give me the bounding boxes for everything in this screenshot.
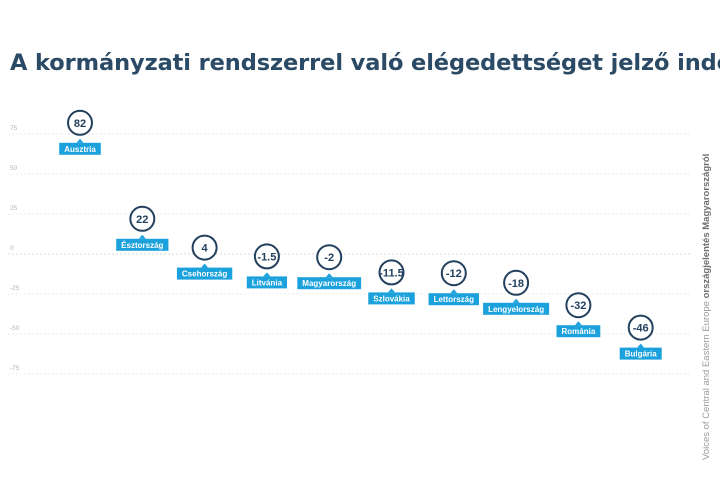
source-title: országjelentés Magyarországról	[701, 154, 712, 299]
point-marker	[565, 292, 592, 319]
category-label: Litvánia	[252, 278, 283, 287]
category-label-bg	[116, 238, 169, 251]
label-pointer	[263, 272, 271, 277]
value-label: -11.5	[379, 267, 403, 279]
y-tick-label: -75	[10, 365, 20, 372]
chart-title: A kormányzati rendszerrel való elégedett…	[10, 50, 720, 76]
data-point: -11.5 Szlovákia	[368, 259, 415, 305]
y-tick-label: -50	[10, 325, 20, 332]
y-tick-label: 0	[10, 245, 14, 252]
source-note: Voices of Central and Eastern Europe ors…	[701, 154, 712, 460]
category-label: Csehország	[182, 270, 227, 279]
data-point: -1.5 Litvánia	[246, 243, 288, 289]
category-label: Észtország	[121, 241, 163, 250]
category-label-bg	[483, 302, 550, 315]
point-marker	[440, 260, 467, 287]
point-marker	[191, 234, 218, 261]
category-label-bg	[246, 276, 288, 289]
point-marker	[503, 269, 530, 296]
value-label: -2	[324, 252, 334, 264]
chart-plot: 75 50 25 0 -25 -50 -75 82 Ausztria 22 Észtország 4…	[8, 109, 690, 375]
point-marker	[627, 314, 654, 341]
y-tick-label: 75	[10, 125, 18, 132]
data-point: 22 Észtország	[116, 205, 169, 251]
y-axis-ticks: 75 50 25 0 -25 -50 -75	[10, 125, 20, 372]
data-points: 82 Ausztria 22 Észtország 4 Csehország -1.5 Lit…	[59, 109, 662, 360]
value-label: -12	[446, 268, 462, 280]
y-tick-label: 50	[10, 165, 18, 172]
category-label-bg	[176, 267, 233, 280]
data-point: -46 Bulgária	[619, 314, 662, 360]
category-label: Lettország	[434, 295, 475, 304]
category-label: Ausztria	[64, 145, 96, 154]
grid-lines	[8, 133, 690, 375]
value-label: -18	[508, 278, 524, 290]
data-point: 82 Ausztria	[59, 109, 101, 155]
value-label: 4	[202, 243, 209, 255]
category-label-bg	[297, 277, 362, 290]
category-label-bg	[368, 292, 415, 305]
data-point: -18 Lengyelország	[483, 269, 550, 315]
value-label: -46	[633, 323, 649, 335]
data-point: 4 Csehország	[176, 234, 233, 280]
point-marker	[316, 244, 343, 271]
data-point: -32 Románia	[556, 292, 601, 338]
value-label: -32	[570, 300, 586, 312]
label-pointer	[512, 298, 520, 303]
label-pointer	[76, 138, 84, 143]
category-label: Bulgária	[625, 350, 658, 359]
value-label: -1.5	[257, 251, 276, 263]
value-label: 22	[136, 214, 148, 226]
y-tick-label: 25	[10, 205, 18, 212]
point-marker	[67, 109, 93, 136]
label-pointer	[574, 321, 582, 326]
category-label-bg	[59, 142, 101, 155]
category-label: Magyarország	[302, 279, 356, 288]
point-marker	[378, 259, 405, 286]
label-pointer	[138, 234, 146, 239]
point-marker	[253, 243, 280, 270]
category-label-bg	[556, 325, 601, 338]
data-point: -12 Lettország	[428, 260, 480, 306]
category-label: Szlovákia	[373, 294, 410, 303]
label-pointer	[201, 263, 209, 268]
svg-text:Voices of Central and Eastern: Voices of Central and Eastern Europe ors…	[701, 154, 712, 460]
data-point: -2 Magyarország	[297, 244, 362, 290]
category-label: Románia	[562, 327, 596, 336]
label-pointer	[325, 273, 333, 278]
label-pointer	[388, 288, 395, 293]
source-prefix: Voices of Central and Eastern Europe	[701, 298, 712, 460]
y-tick-label: -25	[10, 285, 20, 292]
category-label-bg	[619, 347, 662, 360]
category-label: Lengyelország	[488, 305, 544, 314]
value-label: 82	[74, 118, 86, 130]
category-label-bg	[428, 293, 480, 306]
label-pointer	[637, 343, 645, 348]
point-marker	[129, 205, 156, 232]
label-pointer	[450, 289, 458, 294]
